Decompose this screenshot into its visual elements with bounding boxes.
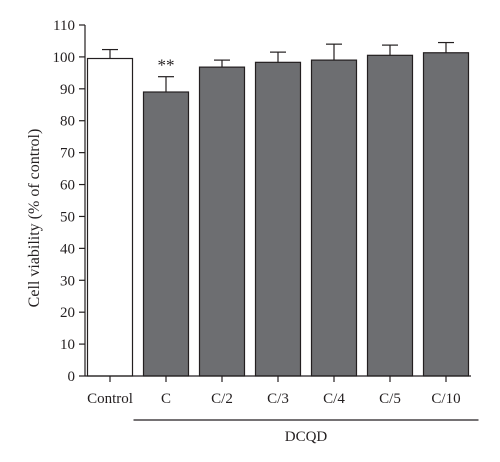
- y-tick-label: 60: [60, 178, 75, 194]
- significance-label: **: [158, 56, 175, 75]
- bars: **: [86, 41, 470, 377]
- y-tick-label: 30: [60, 273, 75, 289]
- y-tick-label: 40: [60, 241, 75, 257]
- bar: [366, 54, 414, 377]
- bar: [310, 59, 358, 377]
- y-tick-label: 110: [53, 18, 75, 34]
- group-label: DCQD: [285, 429, 328, 445]
- y-tick-label: 50: [60, 209, 75, 225]
- y-tick-label: 100: [53, 50, 76, 66]
- bar: [254, 61, 302, 377]
- x-tick-label: Control: [87, 391, 133, 407]
- group-bracket: DCQD: [133, 419, 479, 445]
- bar: [198, 66, 246, 377]
- x-tick-label: C/4: [323, 391, 345, 407]
- y-tick-label: 70: [60, 146, 75, 162]
- x-axis: Control C C/2 C/3 C/4 C/5 C/10: [85, 375, 471, 407]
- y-tick-label: 90: [60, 82, 75, 98]
- x-tick-label: C/3: [267, 391, 289, 407]
- bar: [142, 91, 190, 377]
- y-tick-label: 0: [68, 369, 76, 385]
- y-axis-label: Cell viability (% of control): [26, 129, 43, 308]
- y-tick-label: 20: [60, 305, 75, 321]
- bar: [86, 57, 134, 377]
- y-tick-label: 80: [60, 114, 75, 130]
- x-tick-label: C/10: [431, 391, 460, 407]
- y-tick-label: 10: [60, 337, 75, 353]
- x-tick-label: C: [161, 391, 171, 407]
- x-tick-label: C/2: [211, 391, 233, 407]
- bar: [422, 52, 470, 377]
- y-axis: 0 10 20 30 40 50 60 70 80 90 100 110: [53, 18, 86, 385]
- x-tick-label: C/5: [379, 391, 401, 407]
